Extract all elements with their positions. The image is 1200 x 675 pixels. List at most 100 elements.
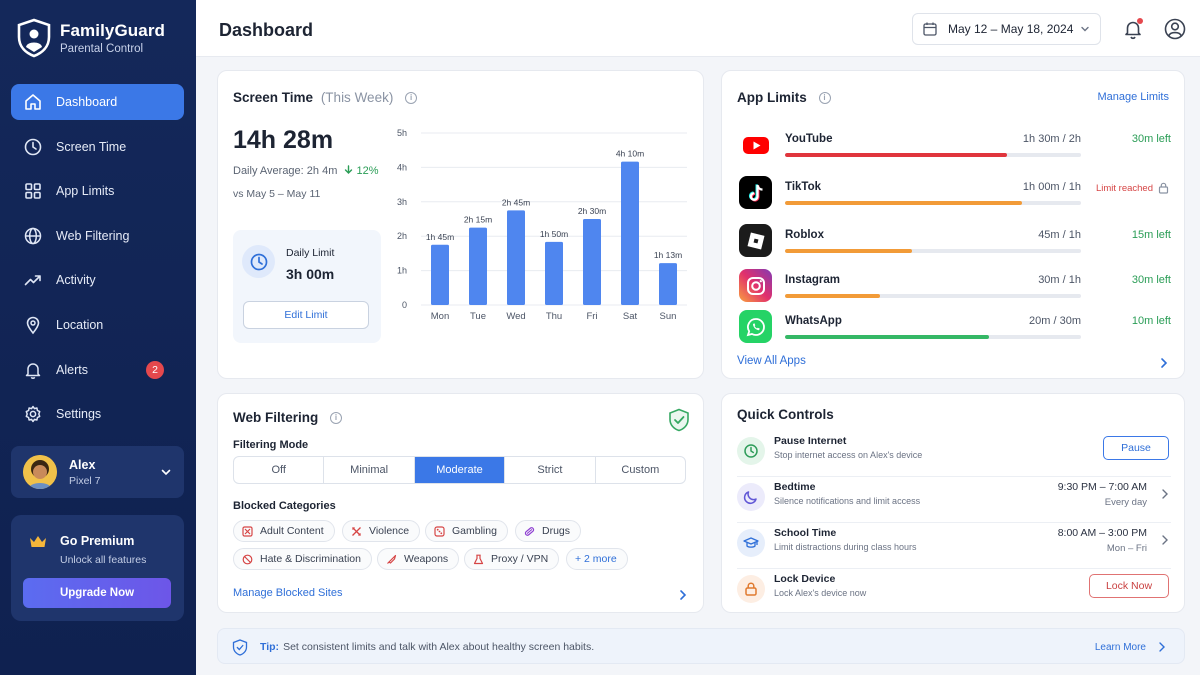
app-usage: 1h 30m / 2h — [1022, 133, 1081, 145]
bar-data-label: 2h 15m — [464, 215, 492, 225]
manage-limits-link[interactable]: Manage Limits — [1097, 91, 1169, 103]
screen-time-card: Screen Time (This Week) i 14h 28m Daily … — [217, 70, 704, 379]
app-usage: 20m / 30m — [1029, 315, 1081, 327]
child-profile-switcher[interactable]: Alex Pixel 7 — [11, 446, 184, 498]
category-chip-weapons[interactable]: Weapons — [377, 548, 460, 570]
app-progress-bar — [785, 335, 1081, 339]
sidebar-item-screen-time[interactable]: Screen Time — [11, 129, 184, 165]
account-button[interactable] — [1164, 18, 1186, 45]
mode-option-custom[interactable]: Custom — [621, 464, 660, 476]
app-progress-fill — [785, 335, 990, 339]
notifications-button[interactable] — [1123, 18, 1143, 45]
quick-control-school-time[interactable]: School Time Limit distractions during cl… — [737, 523, 1171, 569]
app-row-roblox[interactable]: Roblox 45m / 1h 15m left — [737, 224, 1171, 264]
edit-limit-button[interactable]: Edit Limit — [243, 301, 369, 329]
app-row-tiktok[interactable]: TikTok 1h 00m / 1h Limit reached — [737, 176, 1171, 216]
qc-days: Every day — [1104, 497, 1147, 508]
qc-days: Mon – Fri — [1106, 543, 1147, 554]
premium-subtitle: Unlock all features — [60, 554, 147, 566]
quick-control-bedtime[interactable]: Bedtime Silence notifications and limit … — [737, 477, 1171, 523]
gear-icon — [25, 405, 41, 423]
category-chip-violence[interactable]: Violence — [342, 520, 421, 542]
category-chip-gambling[interactable]: Gambling — [425, 520, 508, 542]
sidebar-item-label: Screen Time — [56, 139, 127, 154]
view-all-apps-link[interactable]: View All Apps — [737, 355, 806, 367]
upgrade-now-button[interactable]: Upgrade Now — [23, 578, 171, 608]
bell-icon — [25, 362, 41, 379]
lock-icon — [1158, 182, 1169, 194]
date-range-text: May 12 – May 18, 2024 — [948, 22, 1074, 36]
sidebar-item-app-limits[interactable]: App Limits — [11, 173, 184, 209]
y-tick-label: 0 — [402, 300, 407, 310]
brand[interactable]: FamilyGuard Parental Control — [16, 18, 165, 58]
qc-subtitle: Stop internet access on Alex's device — [774, 450, 923, 460]
info-icon[interactable]: i — [405, 92, 418, 105]
app-row-youtube[interactable]: YouTube 1h 30m / 2h 30m left — [737, 128, 1171, 168]
app-progress-bar — [785, 201, 1081, 205]
chevron-right-icon[interactable] — [678, 589, 688, 601]
more-categories-chip[interactable]: + 2 more — [566, 548, 628, 570]
clock-icon — [250, 253, 267, 270]
web-filtering-title-text: Web Filtering — [233, 410, 319, 425]
bar-data-label: 2h 30m — [578, 206, 606, 216]
category-chip-hate-discrimination[interactable]: Hate & Discrimination — [233, 548, 372, 570]
bar-data-label: 1h 45m — [426, 232, 454, 242]
flask-icon — [473, 554, 484, 564]
mode-option-off[interactable]: Off — [234, 457, 325, 483]
app-row-whatsapp[interactable]: WhatsApp 20m / 30m 10m left — [737, 310, 1171, 350]
child-avatar-icon — [23, 455, 57, 489]
bar-sun — [659, 263, 677, 305]
mode-option-moderate[interactable]: Moderate — [414, 457, 506, 483]
sidebar-item-settings[interactable]: Settings — [11, 396, 184, 432]
pause-button[interactable]: Pause — [1103, 436, 1169, 460]
category-chip-adult-content[interactable]: Adult Content — [233, 520, 335, 542]
chevron-down-icon — [1081, 26, 1089, 32]
app-row-instagram[interactable]: Instagram 30m / 1h 30m left — [737, 269, 1171, 309]
chip-label: Gambling — [452, 525, 497, 537]
info-icon[interactable]: i — [330, 412, 343, 425]
lock-now-button[interactable]: Lock Now — [1089, 574, 1169, 598]
sidebar-item-alerts[interactable]: Alerts 2 — [11, 352, 184, 388]
qc-title: Bedtime — [774, 481, 816, 493]
violence-icon — [352, 526, 361, 536]
app-status-limit-reached: Limit reached — [1095, 183, 1153, 194]
daily-limit-box: Daily Limit 3h 00m Edit Limit — [233, 230, 381, 343]
blocked-categories-label: Blocked Categories — [233, 500, 336, 512]
sidebar-item-dashboard[interactable]: Dashboard — [11, 84, 184, 120]
chevron-right-icon[interactable] — [1157, 641, 1166, 653]
sidebar-item-label: Web Filtering — [56, 228, 130, 243]
app-progress-fill — [785, 153, 1007, 157]
chevron-down-icon — [161, 469, 171, 476]
manage-blocked-sites-link[interactable]: Manage Blocked Sites — [233, 587, 343, 599]
sidebar-item-activity[interactable]: Activity — [11, 262, 184, 298]
chevron-right-icon[interactable] — [1159, 357, 1169, 369]
screen-time-bar-chart: 0 1h 2h 3h 4h 5h 1h 45m Mon 2h 15m Tue 2h 45m Wed 1h… — [397, 128, 687, 322]
date-range-picker[interactable]: May 12 – May 18, 2024 — [912, 13, 1101, 45]
bar-wed — [507, 210, 525, 305]
mode-option-strict[interactable]: Strict — [505, 457, 596, 483]
mode-option-minimal[interactable]: Minimal — [324, 457, 415, 483]
calendar-icon — [923, 22, 937, 36]
app-status: 10m left — [1131, 315, 1171, 327]
info-icon[interactable]: i — [818, 92, 831, 105]
app-status: 15m left — [1131, 229, 1171, 241]
sidebar-item-web-filtering[interactable]: Web Filtering — [11, 218, 184, 254]
quick-controls-title: Quick Controls — [737, 407, 834, 422]
learn-more-link[interactable]: Learn More — [1094, 642, 1146, 653]
avatar — [23, 455, 57, 489]
notification-dot — [1137, 18, 1143, 24]
app-progress-fill — [785, 249, 913, 253]
knife-icon — [387, 554, 397, 564]
sidebar-item-label: App Limits — [56, 184, 115, 199]
arrow-down-icon — [345, 165, 353, 174]
premium-card: Go Premium Unlock all features Upgrade N… — [11, 515, 184, 621]
sidebar-item-location[interactable]: Location — [11, 307, 184, 343]
sidebar-item-label: Alerts — [56, 362, 88, 377]
screen-time-title: Screen Time (This Week) i — [233, 90, 418, 105]
lock-icon — [737, 575, 765, 603]
x-tick-label: Thu — [546, 311, 562, 322]
pin-icon — [26, 316, 40, 335]
category-chip-proxy-vpn[interactable]: Proxy / VPN — [464, 548, 560, 570]
bar-data-label: 1h 13m — [654, 250, 682, 260]
category-chip-drugs[interactable]: Drugs — [515, 520, 582, 542]
